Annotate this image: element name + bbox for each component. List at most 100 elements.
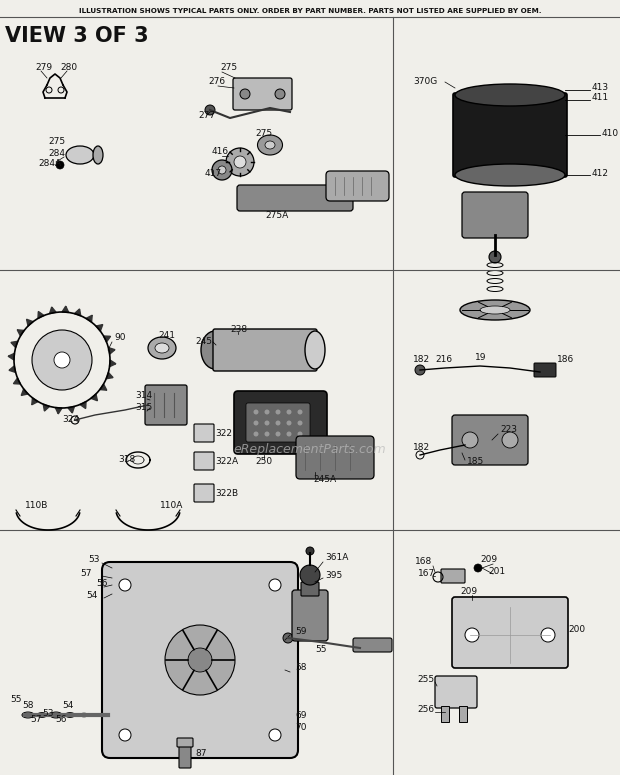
Text: 279: 279 [35, 64, 52, 73]
Circle shape [32, 330, 92, 390]
Polygon shape [55, 408, 62, 414]
Circle shape [474, 564, 482, 572]
Bar [459, 706, 467, 722]
Polygon shape [100, 384, 107, 390]
Text: 250: 250 [255, 457, 272, 467]
FancyBboxPatch shape [301, 582, 319, 596]
FancyBboxPatch shape [534, 363, 556, 377]
Text: 69: 69 [295, 711, 306, 719]
Ellipse shape [93, 146, 103, 164]
Circle shape [300, 565, 320, 585]
Circle shape [275, 432, 280, 436]
Text: 57: 57 [80, 569, 92, 577]
Circle shape [502, 432, 518, 448]
Circle shape [265, 432, 270, 436]
Ellipse shape [81, 713, 87, 717]
Text: 370G: 370G [413, 78, 437, 87]
Text: 413: 413 [592, 82, 609, 91]
Polygon shape [11, 341, 18, 347]
Text: 241: 241 [158, 330, 175, 339]
Text: 110A: 110A [160, 501, 184, 511]
FancyBboxPatch shape [292, 590, 328, 641]
Polygon shape [38, 312, 44, 319]
FancyBboxPatch shape [194, 424, 214, 442]
Ellipse shape [22, 712, 34, 718]
FancyBboxPatch shape [452, 597, 568, 668]
Text: 395: 395 [325, 570, 342, 580]
Text: 53: 53 [88, 556, 99, 564]
Text: 314: 314 [135, 391, 152, 401]
Ellipse shape [50, 712, 62, 718]
FancyBboxPatch shape [194, 452, 214, 470]
Circle shape [286, 421, 291, 425]
Circle shape [275, 89, 285, 99]
Text: 276: 276 [208, 78, 225, 87]
Circle shape [298, 432, 303, 436]
Ellipse shape [455, 84, 565, 106]
Text: 315: 315 [135, 404, 153, 412]
Text: 275: 275 [48, 137, 65, 146]
FancyBboxPatch shape [233, 78, 292, 110]
Polygon shape [108, 347, 115, 354]
Text: 417: 417 [205, 168, 222, 177]
Text: 54: 54 [86, 591, 97, 601]
Text: 56: 56 [96, 580, 107, 588]
Text: 245A: 245A [313, 476, 336, 484]
Polygon shape [50, 307, 56, 314]
Text: 168: 168 [415, 557, 432, 567]
Text: 284: 284 [48, 149, 65, 157]
Bar [441, 706, 449, 722]
Circle shape [462, 432, 478, 448]
Polygon shape [86, 315, 92, 322]
Text: 110B: 110B [25, 501, 48, 511]
Text: 54: 54 [62, 701, 73, 711]
Circle shape [165, 625, 235, 695]
FancyBboxPatch shape [237, 185, 353, 211]
Text: 416: 416 [212, 147, 229, 157]
Circle shape [541, 628, 555, 642]
Circle shape [415, 365, 425, 375]
FancyBboxPatch shape [441, 569, 465, 583]
Text: 284A: 284A [38, 160, 61, 168]
Text: 182: 182 [413, 443, 430, 452]
FancyBboxPatch shape [194, 484, 214, 502]
Text: 57: 57 [30, 715, 42, 725]
Polygon shape [106, 373, 113, 379]
Polygon shape [21, 389, 28, 395]
Circle shape [240, 89, 250, 99]
FancyBboxPatch shape [179, 744, 191, 768]
Ellipse shape [257, 135, 283, 155]
Circle shape [226, 148, 254, 176]
Circle shape [254, 409, 259, 415]
Text: 411: 411 [592, 94, 609, 102]
Text: 59: 59 [295, 628, 306, 636]
Ellipse shape [65, 712, 75, 718]
Polygon shape [32, 398, 38, 405]
Text: 209: 209 [460, 587, 477, 597]
Text: 70: 70 [295, 724, 306, 732]
Text: 322B: 322B [215, 488, 238, 498]
Circle shape [286, 409, 291, 415]
Polygon shape [110, 360, 116, 367]
FancyBboxPatch shape [453, 93, 567, 177]
Text: 185: 185 [467, 457, 484, 467]
Text: 55: 55 [315, 646, 327, 655]
FancyBboxPatch shape [102, 562, 298, 758]
Text: 223: 223 [500, 425, 517, 435]
Circle shape [254, 421, 259, 425]
Polygon shape [80, 401, 86, 408]
Circle shape [275, 421, 280, 425]
Circle shape [265, 421, 270, 425]
Text: 324: 324 [62, 415, 79, 425]
Polygon shape [74, 309, 81, 316]
Polygon shape [17, 330, 24, 336]
Text: 275A: 275A [265, 211, 288, 219]
FancyBboxPatch shape [234, 391, 327, 454]
Text: 318: 318 [118, 456, 135, 464]
FancyBboxPatch shape [246, 403, 310, 442]
Polygon shape [104, 336, 110, 342]
Circle shape [269, 729, 281, 741]
Circle shape [283, 633, 293, 643]
Text: 182: 182 [413, 356, 430, 364]
Ellipse shape [455, 164, 565, 186]
